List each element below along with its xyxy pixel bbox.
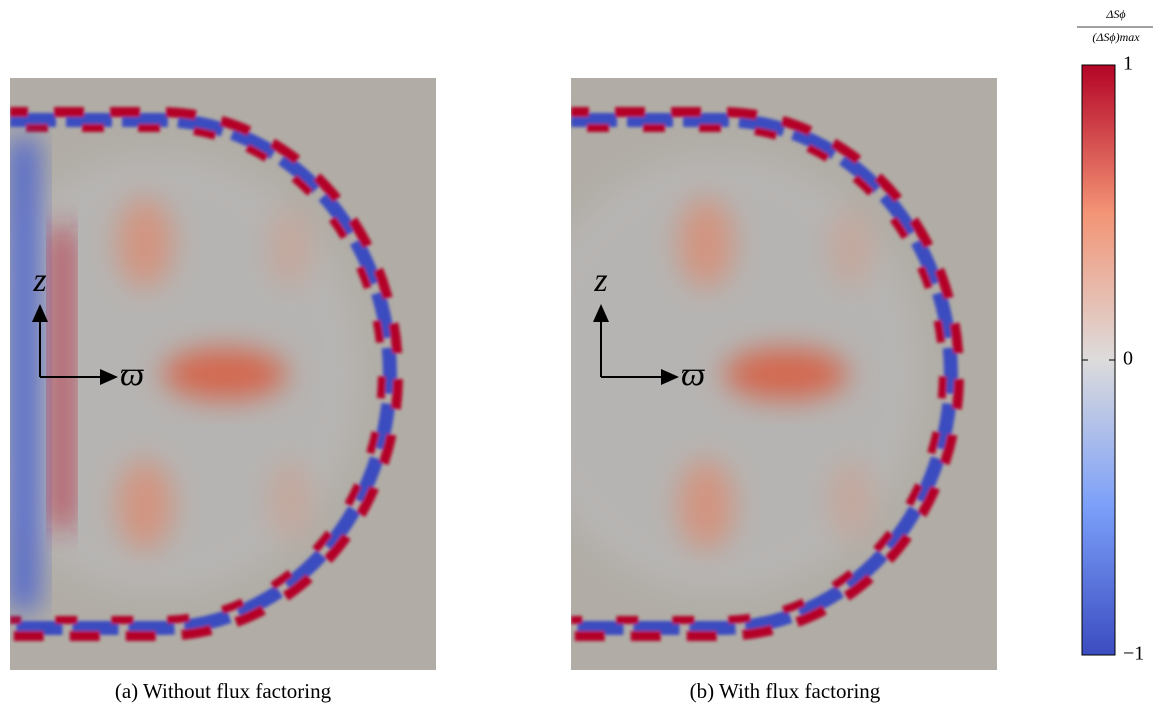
- tick-label: 0: [1123, 348, 1133, 370]
- axis-label-varpi: ϖ: [120, 356, 144, 393]
- axis-label-z: z: [32, 262, 46, 299]
- axis-label-z: z: [593, 262, 607, 299]
- colorbar-label-numerator: ΔSϕ: [1105, 7, 1125, 21]
- panel-a: z ϖ: [0, 78, 436, 670]
- colorbar: ΔSϕ (ΔSϕ)max 1 0 −1: [1077, 7, 1153, 665]
- panel-b: z ϖ: [521, 78, 997, 670]
- axis-label-varpi: ϖ: [681, 356, 705, 393]
- caption: (b) With flux factoring: [690, 679, 881, 703]
- tick-label: 1: [1123, 53, 1133, 75]
- caption: (a) Without flux factoring: [115, 679, 332, 703]
- tick-label: −1: [1123, 643, 1144, 665]
- colorbar-label-denominator: (ΔSϕ)max: [1092, 30, 1140, 44]
